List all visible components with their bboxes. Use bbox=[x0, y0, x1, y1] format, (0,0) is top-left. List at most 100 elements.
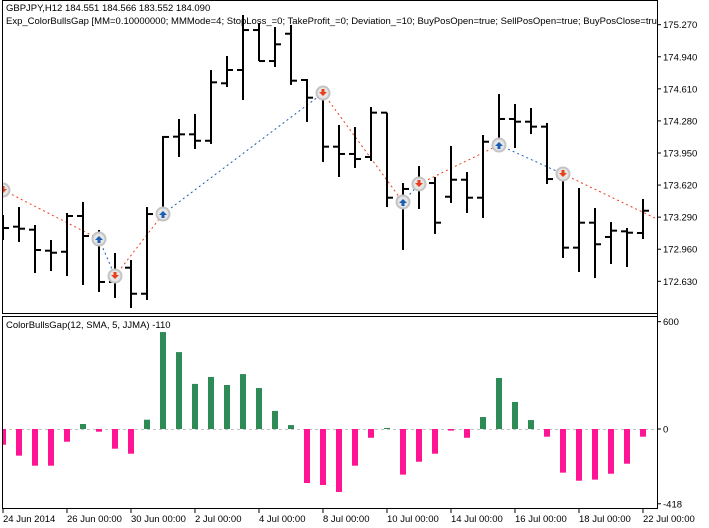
price-tick-label: 174.610 bbox=[663, 84, 697, 95]
histogram-bar bbox=[560, 429, 566, 473]
sell-signal-arrow-icon bbox=[315, 85, 331, 101]
histogram-bar bbox=[176, 352, 182, 429]
time-tick-label: 10 Jul 00:00 bbox=[387, 514, 439, 525]
histogram-bar bbox=[224, 384, 230, 429]
histogram-bar bbox=[640, 429, 646, 437]
ohlc-bar bbox=[77, 201, 89, 285]
buy-signal-arrow-icon bbox=[395, 194, 411, 210]
sell-signal-arrow-icon bbox=[555, 166, 571, 182]
ohlc-bar bbox=[237, 14, 249, 101]
histogram-bar bbox=[288, 425, 294, 429]
price-marks bbox=[3, 14, 657, 309]
ohlc-bar bbox=[45, 239, 57, 271]
expert-params-label: Exp_ColorBullsGap [MM=0.10000000; MMMode… bbox=[6, 16, 657, 27]
histogram-bar bbox=[512, 401, 518, 429]
buy-signal-arrow-icon bbox=[491, 137, 507, 153]
price-tick-label: 173.290 bbox=[663, 213, 697, 224]
histogram-bar bbox=[304, 429, 310, 484]
signal-line-segment bbox=[562, 173, 657, 220]
price-tick-label: 174.280 bbox=[663, 116, 697, 127]
histogram-bar bbox=[240, 374, 246, 429]
histogram-bar bbox=[592, 429, 598, 480]
sell-signal-arrow-icon bbox=[107, 268, 123, 284]
histogram-bar bbox=[48, 429, 54, 466]
symbol-info-label: GBPJPY,H12 184.551 184.566 183.552 184.0… bbox=[6, 3, 210, 14]
time-tick-label: 24 Jun 2014 bbox=[3, 514, 55, 525]
histogram-bar bbox=[400, 429, 406, 475]
buy-signal-arrow-icon bbox=[155, 206, 171, 222]
ohlc-bar bbox=[205, 69, 217, 144]
histogram-bar bbox=[448, 429, 454, 431]
time-tick-label: 22 Jul 00:00 bbox=[643, 514, 695, 525]
price-axis: 175.270 174.940 174.610 174.280 173.950 173.6… bbox=[657, 20, 697, 288]
ohlc-bar bbox=[589, 208, 601, 278]
time-tick-label: 14 Jul 00:00 bbox=[451, 514, 503, 525]
histogram-bar bbox=[608, 429, 614, 474]
indicator-panel bbox=[2, 316, 658, 509]
ohlc-bar bbox=[445, 145, 457, 203]
histogram-bar bbox=[64, 429, 70, 442]
price-tick-label: 172.960 bbox=[663, 245, 697, 256]
histogram-bar bbox=[432, 429, 438, 454]
ohlc-bar bbox=[333, 125, 345, 178]
histogram-bar bbox=[384, 427, 390, 429]
time-tick-label: 8 Jul 00:00 bbox=[323, 514, 369, 525]
histogram-bar bbox=[464, 429, 470, 438]
ohlc-bar bbox=[429, 177, 441, 234]
histogram-bar bbox=[144, 419, 150, 429]
signal-line-segment bbox=[114, 213, 164, 277]
ohlc-bar bbox=[637, 198, 649, 240]
histogram-bar bbox=[272, 410, 278, 429]
time-tick-label: 16 Jul 00:00 bbox=[515, 514, 567, 525]
histogram-bar bbox=[112, 429, 118, 449]
histogram-bar bbox=[16, 429, 22, 456]
ohlc-bar bbox=[285, 24, 297, 85]
ohlc-bar bbox=[221, 55, 233, 87]
price-tick-label: 173.620 bbox=[663, 181, 697, 192]
histogram-bar bbox=[160, 332, 166, 429]
histogram-bar bbox=[352, 429, 358, 466]
histogram-bar bbox=[368, 429, 374, 438]
indicator-axis: 600 0 -418 bbox=[657, 317, 682, 510]
histogram-bar bbox=[528, 420, 534, 429]
ohlc-bar bbox=[301, 78, 313, 122]
indicator-tick-label: -418 bbox=[663, 499, 682, 510]
signal-line-segment bbox=[498, 144, 564, 175]
ohlc-bar bbox=[349, 127, 361, 168]
ohlc-bar bbox=[173, 118, 185, 157]
histogram-bar bbox=[544, 429, 550, 437]
price-tick-label: 174.940 bbox=[663, 52, 697, 63]
ohlc-bar bbox=[525, 107, 537, 135]
time-tick-label: 2 Jul 00:00 bbox=[195, 514, 241, 525]
histogram-bar bbox=[480, 417, 486, 429]
ohlc-bar bbox=[141, 207, 153, 300]
ohlc-bar bbox=[541, 122, 553, 185]
price-tick-label: 173.950 bbox=[663, 148, 697, 159]
buy-signal-arrow-icon bbox=[91, 231, 107, 247]
histogram-bar bbox=[80, 423, 86, 429]
ohlc-bar bbox=[365, 107, 377, 161]
histogram-bar bbox=[416, 429, 422, 462]
indicator-title: ColorBullsGap(12, SMA, 5, JJMA) -110 bbox=[6, 320, 171, 331]
ohlc-bar bbox=[509, 104, 521, 149]
histogram-bar bbox=[32, 429, 38, 466]
ohlc-bar bbox=[29, 225, 41, 274]
sell-signal-arrow-icon bbox=[3, 182, 11, 198]
ohlc-bar bbox=[621, 228, 633, 268]
histogram-bar bbox=[576, 429, 582, 481]
ohlc-bar bbox=[269, 27, 281, 67]
ohlc-bar bbox=[253, 23, 265, 63]
ohlc-bar bbox=[381, 111, 393, 208]
histogram-bar bbox=[192, 383, 198, 429]
price-panel bbox=[2, 0, 658, 314]
signal-line-segment bbox=[162, 92, 324, 215]
ohlc-bar bbox=[3, 215, 9, 240]
time-tick-label: 4 Jul 00:00 bbox=[259, 514, 305, 525]
sell-signal-arrow-icon bbox=[411, 176, 427, 192]
histogram-bar bbox=[624, 429, 630, 464]
histogram-bar bbox=[208, 376, 214, 429]
time-tick-label: 26 Jun 00:00 bbox=[67, 514, 122, 525]
histogram bbox=[3, 332, 657, 492]
histogram-bar bbox=[496, 378, 502, 429]
ohlc-bar bbox=[477, 135, 489, 219]
